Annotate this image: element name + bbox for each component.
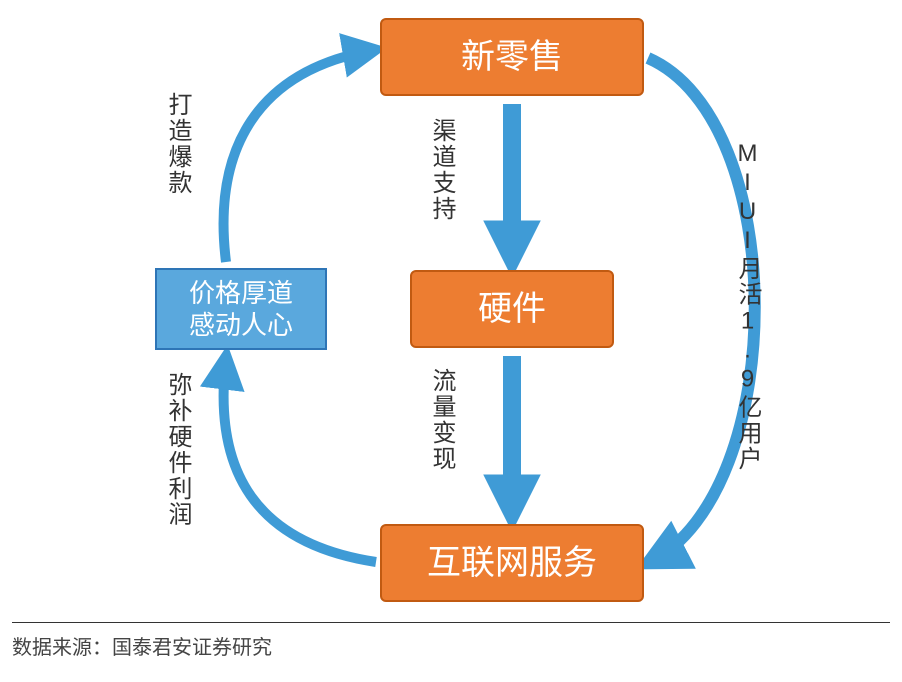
- node-internet-services: 互联网服务: [380, 524, 644, 602]
- node-new-retail: 新零售: [380, 18, 644, 96]
- arrow-compensate-profit: [224, 358, 376, 562]
- node-hardware: 硬件: [410, 270, 614, 348]
- node-label: 价格厚道 感动人心: [189, 277, 293, 342]
- node-label: 硬件: [478, 288, 546, 331]
- node-label: 互联网服务: [427, 542, 597, 585]
- node-pricing: 价格厚道 感动人心: [155, 268, 327, 350]
- footer-source: 数据来源：国泰君安证券研究: [12, 622, 890, 660]
- label-miui-users: MIUI月活1.9亿用户: [730, 140, 765, 472]
- label-build-hit: 打造爆款: [160, 92, 195, 196]
- flowchart-container: 新零售 硬件 互联网服务 价格厚道 感动人心 渠道支持 流量变现 MIUI月活1…: [0, 0, 902, 620]
- arrow-build-hit: [224, 50, 374, 262]
- node-label: 新零售: [461, 36, 563, 79]
- footer-text: 数据来源：国泰君安证券研究: [12, 637, 272, 659]
- label-traffic-monetize: 流量变现: [424, 368, 459, 472]
- label-channel-support: 渠道支持: [424, 118, 459, 222]
- label-compensate-profit: 弥补硬件利润: [160, 372, 195, 528]
